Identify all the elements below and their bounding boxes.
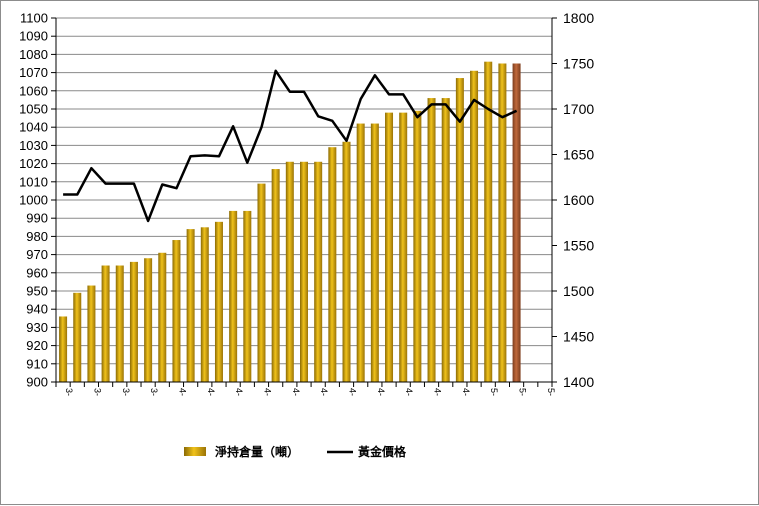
left-tick-label: 1060 (19, 83, 48, 98)
x-tick-label: 4- (404, 388, 414, 396)
holdings-bar (413, 110, 422, 382)
right-tick-label: 1800 (563, 10, 594, 26)
left-tick-label: 960 (26, 265, 48, 280)
holdings-bar (115, 265, 124, 382)
holdings-bar (399, 112, 408, 382)
left-tick-label: 970 (26, 247, 48, 262)
left-tick-label: 1030 (19, 138, 48, 153)
holdings-bar (470, 70, 479, 382)
holdings-bar (385, 112, 394, 382)
x-tick-label: 4- (291, 388, 301, 396)
right-tick-label: 1550 (563, 238, 594, 254)
holdings-bar (87, 285, 96, 382)
bar-series (59, 61, 521, 383)
holdings-bar (73, 292, 82, 382)
x-tick-label: 3- (149, 388, 159, 396)
legend: 淨持倉量（噸） 黃金價格 (184, 444, 407, 459)
holdings-bar (370, 123, 379, 382)
right-tick-label: 1700 (563, 101, 594, 117)
right-tick-label: 1400 (563, 374, 594, 390)
holdings-bar (498, 63, 507, 382)
left-tick-label: 1000 (19, 193, 48, 208)
x-tick-label: 3- (92, 388, 102, 396)
holdings-bar (342, 141, 351, 382)
legend-label-holdings: 淨持倉量（噸） (214, 444, 299, 459)
right-tick-label: 1750 (563, 56, 594, 72)
holdings-bar (427, 98, 436, 382)
x-tick-label: 4- (234, 388, 244, 396)
x-tick-label: 5- (518, 388, 528, 396)
x-tick-label: 4- (177, 388, 187, 396)
holdings-bar (200, 227, 209, 382)
x-tick-label: 3- (64, 388, 74, 396)
left-tick-label: 900 (26, 375, 48, 390)
holdings-bar (356, 123, 365, 382)
holdings-bar (257, 183, 266, 382)
holdings-bar (229, 210, 238, 382)
x-tick-label: 4- (376, 388, 386, 396)
x-tick-label: 4- (319, 388, 329, 396)
left-tick-label: 990 (26, 211, 48, 226)
holdings-bar (129, 261, 138, 382)
left-tick-label: 910 (26, 356, 48, 371)
holdings-bar (328, 147, 337, 382)
left-tick-label: 1050 (19, 102, 48, 117)
holdings-bar (455, 78, 464, 382)
left-tick-label: 940 (26, 302, 48, 317)
holdings-bar (512, 63, 521, 382)
x-tick-label: 4- (433, 388, 443, 396)
holdings-bar (158, 252, 167, 382)
left-tick-label: 1080 (19, 47, 48, 62)
right-tick-label: 1650 (563, 147, 594, 163)
left-tick-label: 1020 (19, 156, 48, 171)
gold-price-line (63, 69, 518, 223)
x-tick-label: 5- (489, 388, 499, 396)
x-tick-label: 4- (348, 388, 358, 396)
x-tick-label: 4- (262, 388, 272, 396)
holdings-bar (101, 265, 110, 382)
right-tick-label: 1450 (563, 329, 594, 345)
left-tick-label: 980 (26, 229, 48, 244)
holdings-bar (285, 161, 294, 382)
left-tick-label: 1070 (19, 65, 48, 80)
holdings-bar (172, 240, 181, 382)
legend-label-price: 黃金價格 (357, 444, 407, 459)
holdings-bar (484, 61, 493, 383)
left-tick-label: 1100 (20, 11, 48, 26)
holdings-bar (59, 316, 68, 382)
holdings-bar (441, 98, 450, 382)
x-tick-label: 4- (461, 388, 471, 396)
right-tick-label: 1600 (563, 192, 594, 208)
left-tick-label: 950 (26, 284, 48, 299)
holdings-bar (314, 161, 323, 382)
left-tick-label: 1040 (19, 120, 48, 135)
holdings-bar (300, 161, 308, 382)
left-tick-label: 1090 (19, 29, 48, 44)
left-axis-ticks: 900 910 920 930 940 950 960 970 980 990 1000 1010 10… (19, 11, 56, 390)
right-tick-label: 1500 (563, 283, 594, 299)
left-tick-label: 930 (26, 320, 48, 335)
holdings-bar (144, 258, 153, 382)
x-tick-label: 5- (546, 388, 556, 396)
holdings-bar (186, 229, 195, 382)
x-axis-ticks: 3- 3- 3- 3- 4- 4- 4- 4- 4- 4- 4- 4- 4- 4- 4- 5- 5- 5- (55, 382, 556, 396)
holdings-bar (271, 169, 280, 382)
left-tick-label: 1010 (19, 174, 48, 189)
legend-swatch-holdings (184, 447, 206, 456)
holdings-bar (243, 210, 252, 382)
x-tick-label: 4- (206, 388, 216, 396)
x-tick-label: 3- (121, 388, 131, 396)
left-tick-label: 920 (26, 338, 48, 353)
axes (55, 18, 553, 383)
right-axis-ticks: 1400 1450 1500 1550 1600 1650 1700 1750 1800 (552, 10, 594, 390)
holdings-bar (214, 221, 223, 382)
